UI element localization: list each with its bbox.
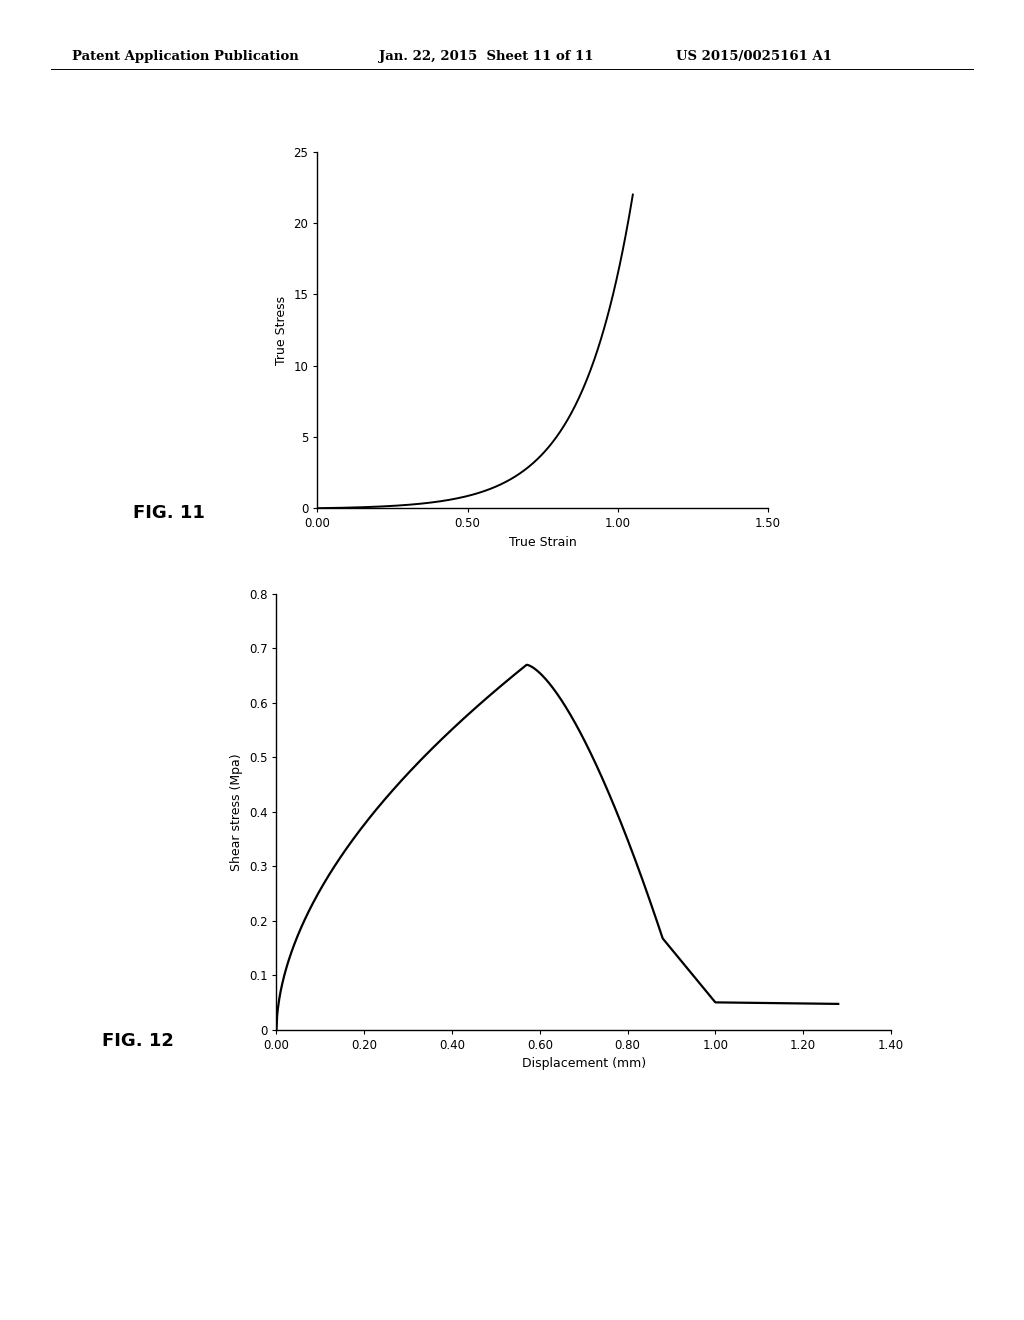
X-axis label: Displacement (mm): Displacement (mm) xyxy=(521,1057,646,1071)
Y-axis label: Shear stress (Mpa): Shear stress (Mpa) xyxy=(230,752,244,871)
Y-axis label: True Stress: True Stress xyxy=(275,296,288,364)
Text: Patent Application Publication: Patent Application Publication xyxy=(72,50,298,63)
Text: FIG. 11: FIG. 11 xyxy=(133,504,205,523)
Text: FIG. 12: FIG. 12 xyxy=(102,1032,174,1051)
Text: US 2015/0025161 A1: US 2015/0025161 A1 xyxy=(676,50,831,63)
Text: Jan. 22, 2015  Sheet 11 of 11: Jan. 22, 2015 Sheet 11 of 11 xyxy=(379,50,593,63)
X-axis label: True Strain: True Strain xyxy=(509,536,577,549)
